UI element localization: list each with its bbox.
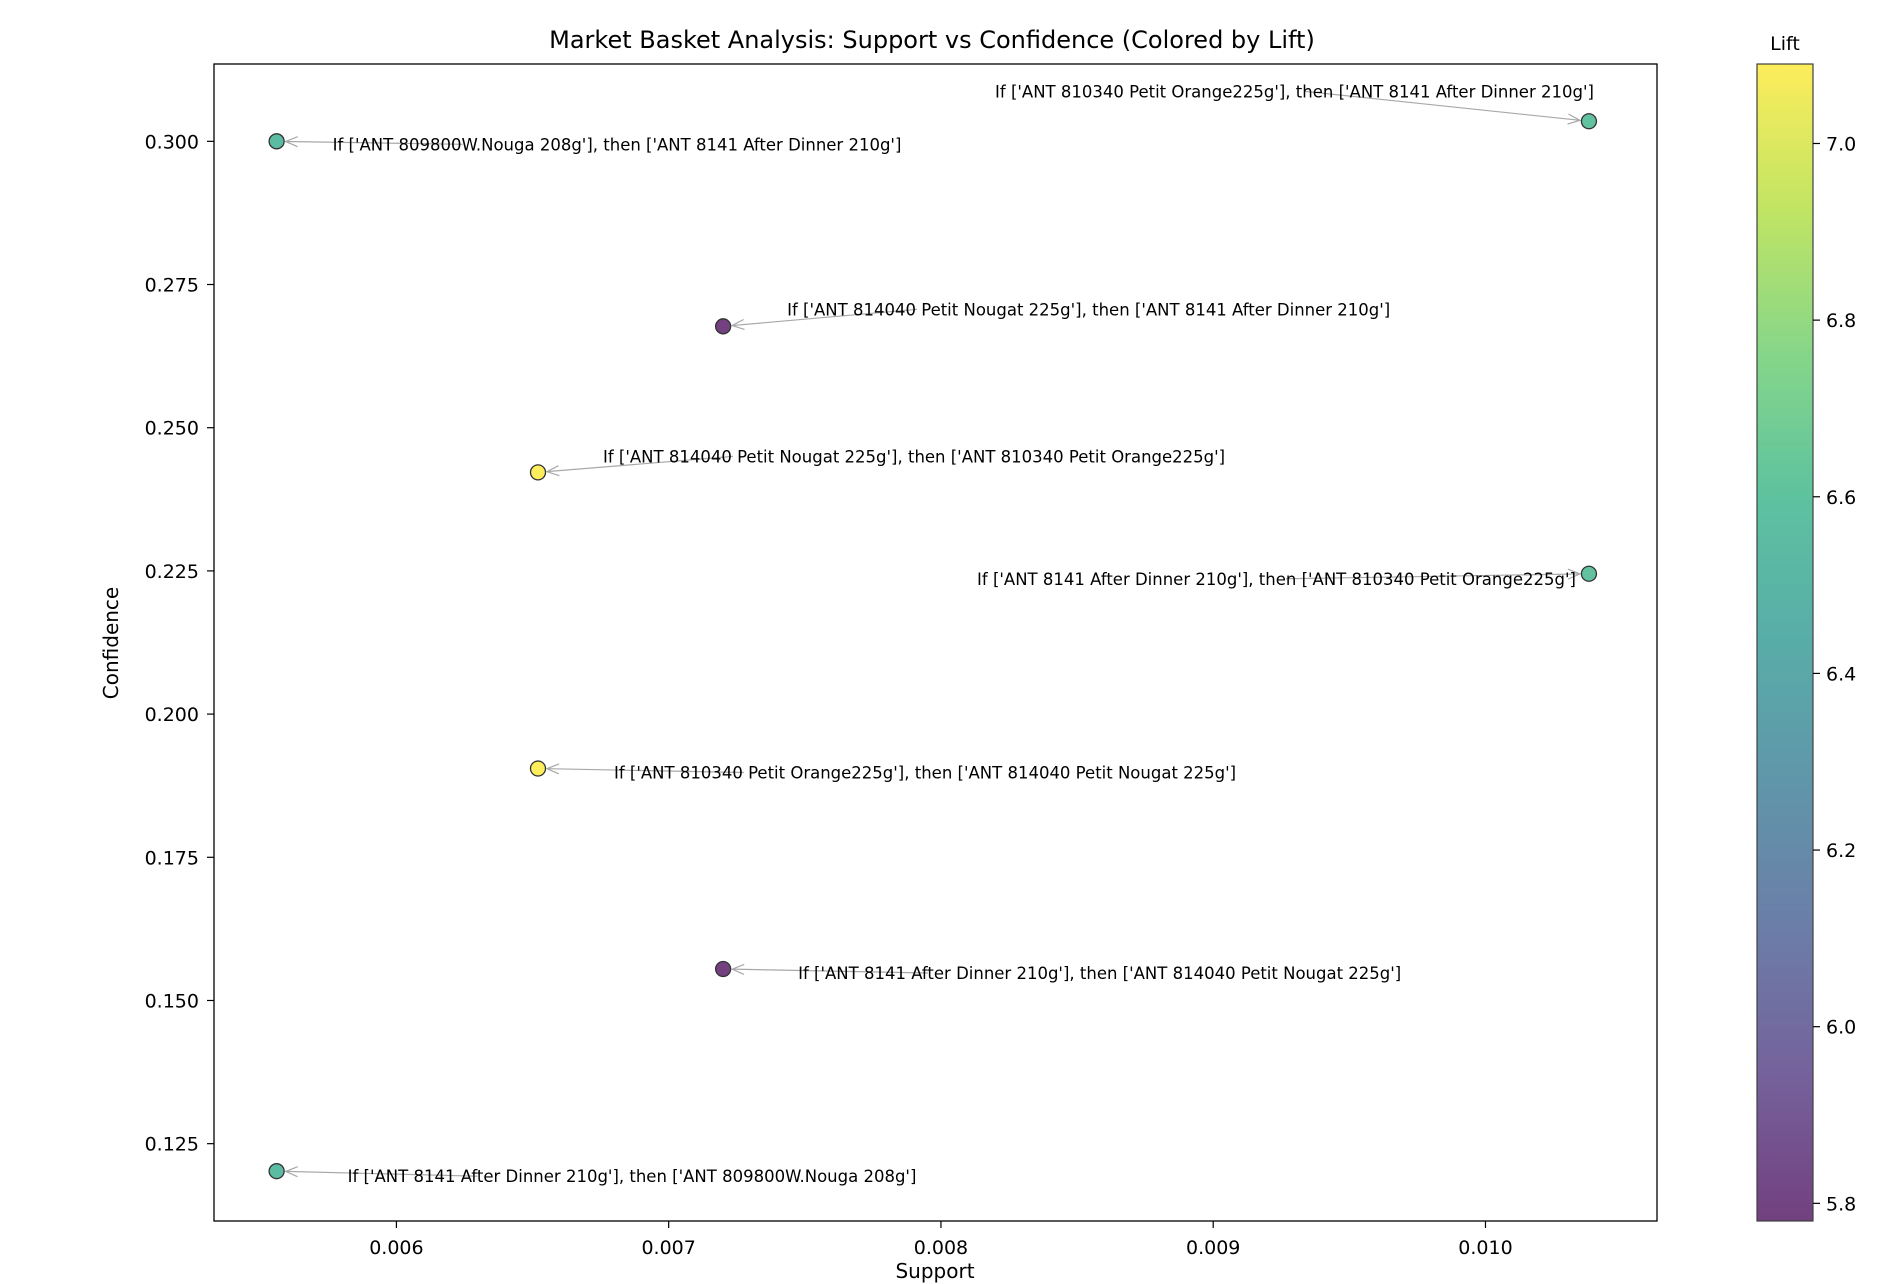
scatter-point [268,133,285,150]
scatter-point [1580,113,1598,130]
x-tick-label: 0.009 [1186,1237,1240,1259]
annotation-arrows [284,90,1582,1178]
colorbar-gradient [1756,63,1814,1222]
annotation-arrow-head [545,465,560,477]
scatter-point [714,318,732,335]
x-tick-label: 0.006 [369,1237,423,1259]
x-tick-label: 0.007 [641,1237,695,1259]
y-tick-label: 0.300 [145,131,199,153]
annotation-arrow-line [1303,90,1581,121]
point-annotation-label: If ['ANT 814040 Petit Nougat 225g'], the… [603,447,1225,466]
y-axis: 0.125 0.150 0.175 0.200 0.225 0.250 0.275 0.300 [145,131,214,1156]
annotation-arrow-head [284,136,298,148]
point-annotation-label: If ['ANT 814040 Petit Nougat 225g'], the… [787,300,1390,319]
point-annotation-label: If ['ANT 810340 Petit Orange225g'], then… [995,82,1594,101]
y-tick-label: 0.150 [145,990,199,1012]
point-annotation-label: If ['ANT 8141 After Dinner 210g'], then … [798,964,1401,983]
colorbar-title: Lift [1770,33,1800,55]
point-annotation-label: If ['ANT 810340 Petit Orange225g'], then… [614,764,1236,783]
annotation-arrow-line [546,768,745,774]
plot-area-frame [213,63,1658,1222]
annotation-arrow-line [732,308,918,327]
annotation-arrow-head [1567,113,1582,125]
annotation-arrow-head [730,963,745,975]
annotation-arrow-head [284,1166,298,1178]
y-tick-label: 0.275 [145,275,199,297]
annotation-labels: If ['ANT 810340 Petit Orange225g'], then… [333,82,1594,1186]
colorbar: Lift 5.8 6.0 6.2 6.4 6.6 6.8 7.0 [1756,33,1856,1222]
point-annotation-label: If ['ANT 8141 After Dinner 210g'], then … [348,1167,917,1186]
x-tick-label: 0.010 [1458,1237,1512,1259]
colorbar-tick-label: 6.8 [1826,310,1856,332]
annotation-arrow-line [285,140,463,145]
x-tick-label: 0.008 [914,1237,968,1259]
annotation-arrow-head [545,763,560,775]
colorbar-tick-label: 6.6 [1826,487,1856,509]
point-annotation-label: If ['ANT 809800W.Nouga 208g'], then ['AN… [333,135,902,154]
y-tick-label: 0.250 [145,418,199,440]
scatter-point [529,760,547,777]
scatter-point [529,464,547,481]
colorbar-tick-label: 6.0 [1826,1017,1856,1039]
annotation-arrow-line [546,455,734,473]
annotation-arrow-line [285,1170,478,1177]
scatter-point [268,1163,285,1180]
x-axis-label: Support [895,1259,974,1283]
y-axis-label: Confidence [99,587,123,699]
scatter-point [714,960,732,978]
y-tick-label: 0.225 [145,561,199,583]
y-tick-label: 0.175 [145,847,199,869]
annotation-arrow-line [1285,573,1580,580]
point-annotation-label: If ['ANT 8141 After Dinner 210g'], then … [977,570,1576,589]
colorbar-ticks: 5.8 6.0 6.2 6.4 6.6 6.8 7.0 [1813,133,1856,1215]
scatter-points [268,113,1598,1180]
colorbar-tick-label: 7.0 [1826,133,1856,155]
annotation-arrow-head [1567,568,1582,580]
chart-title: Market Basket Analysis: Support vs Confi… [549,26,1315,54]
annotation-arrow-line [732,968,929,974]
colorbar-tick-label: 6.4 [1826,663,1856,685]
y-tick-label: 0.200 [145,704,199,726]
colorbar-tick-label: 6.2 [1826,840,1856,862]
y-tick-label: 0.125 [145,1134,199,1156]
scatter-point [1580,565,1598,582]
x-axis: 0.006 0.007 0.008 0.009 0.010 [369,1221,1513,1259]
annotation-arrow-head [730,318,745,331]
colorbar-tick-label: 5.8 [1826,1193,1856,1215]
